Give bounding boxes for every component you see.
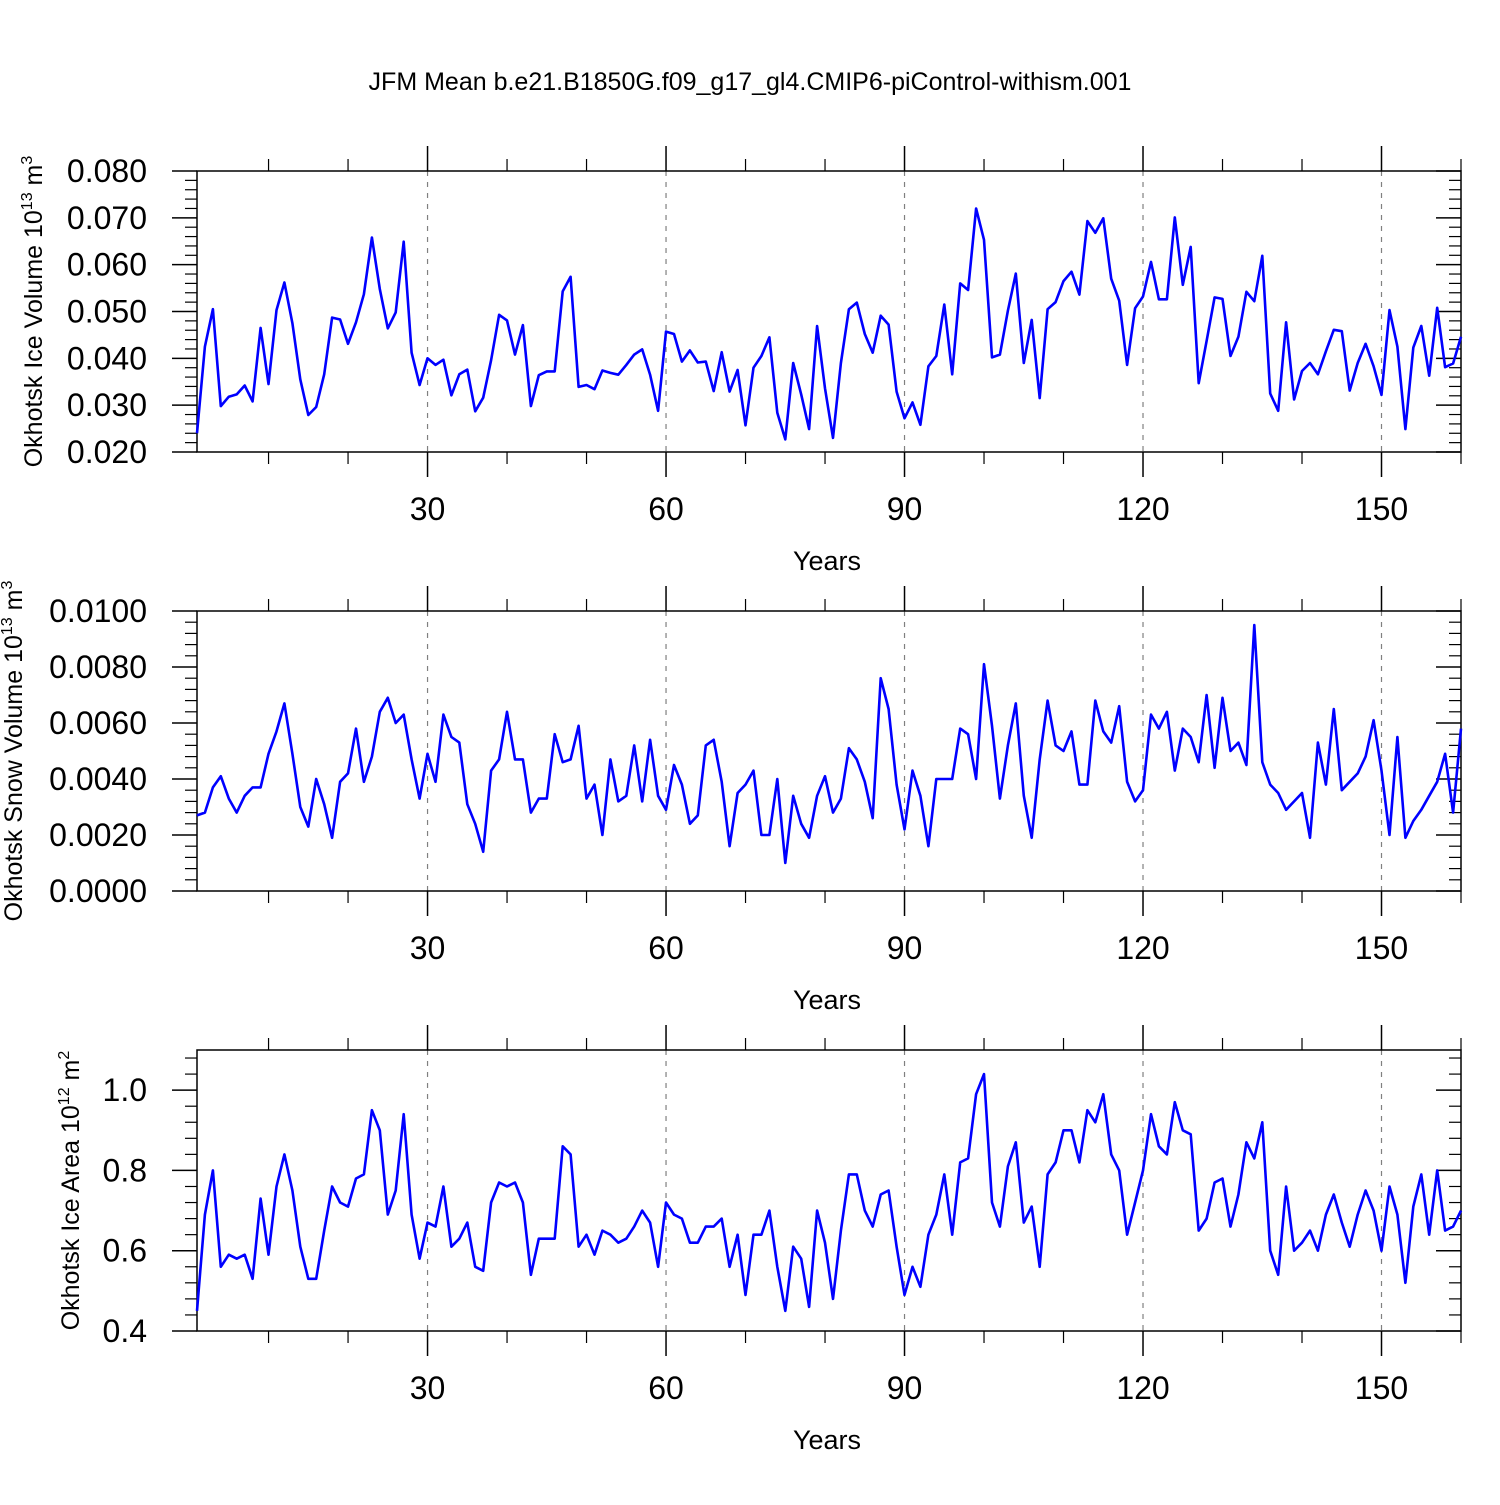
y-tick-label: 0.0080 <box>49 649 147 685</box>
panel-3: 30 60 90 120 150 Years 0.4 0.6 0.8 1.0 Okhotsk Ice… <box>56 1025 1463 1455</box>
y-tick-label: 0.0100 <box>49 593 147 629</box>
x-axis-label: Years <box>793 985 861 1015</box>
panel-2: 30 60 90 120 150 Years 0.0000 0.0020 0.0040 0.006… <box>0 581 1463 1015</box>
x-tick-label: 150 <box>1355 1370 1408 1406</box>
y-axis-label: Okhotsk Ice Volume 1013 m3 <box>19 156 48 468</box>
y-tick-label: 0.050 <box>67 294 147 330</box>
y-tick-label: 0.0040 <box>49 761 147 797</box>
x-tick-label: 60 <box>648 1370 684 1406</box>
y-tick-label: 0.0000 <box>49 873 147 909</box>
x-tick-label: 30 <box>410 1370 446 1406</box>
x-tick-label: 60 <box>648 491 684 527</box>
y-tick-label: 0.0060 <box>49 705 147 741</box>
y-tick-label: 0.080 <box>67 153 147 189</box>
series-line <box>195 207 1463 441</box>
x-tick-label: 90 <box>887 930 923 966</box>
y-tick-label: 0.040 <box>67 340 147 376</box>
x-tick-label: 30 <box>410 491 446 527</box>
y-tick-label: 0.0020 <box>49 817 147 853</box>
y-tick-label: 1.0 <box>103 1072 147 1108</box>
x-tick-label: 90 <box>887 1370 923 1406</box>
series-line <box>196 623 1463 865</box>
x-tick-label: 150 <box>1355 930 1408 966</box>
y-tick-label: 0.6 <box>103 1233 147 1269</box>
y-tick-label: 0.020 <box>67 434 147 470</box>
x-tick-label: 120 <box>1116 1370 1169 1406</box>
x-axis-label: Years <box>793 1425 861 1455</box>
x-tick-label: 90 <box>887 491 923 527</box>
series-line <box>195 1072 1463 1313</box>
figure-title: JFM Mean b.e21.B1850G.f09_g17_gl4.CMIP6-… <box>368 68 1132 96</box>
x-tick-label: 30 <box>410 930 446 966</box>
y-axis-label: Okhotsk Snow Volume 1013 m3 <box>0 581 28 922</box>
x-tick-label: 120 <box>1116 491 1169 527</box>
x-tick-label: 150 <box>1355 491 1408 527</box>
y-tick-label: 0.8 <box>103 1152 147 1188</box>
x-tick-label: 60 <box>648 930 684 966</box>
plot-frame <box>196 1049 1462 1332</box>
y-tick-label: 0.030 <box>67 387 147 423</box>
y-tick-label: 0.060 <box>67 247 147 283</box>
panel-1: 30 60 90 120 150 Years 0.020 0.030 0.040 0.050 0.0… <box>19 146 1463 576</box>
x-axis-label: Years <box>793 546 861 576</box>
x-tick-label: 120 <box>1116 930 1169 966</box>
y-axis-label: Okhotsk Ice Area 1012 m2 <box>56 1051 85 1331</box>
plot-frame <box>196 610 1462 892</box>
y-tick-label: 0.4 <box>103 1313 147 1349</box>
y-tick-label: 0.070 <box>67 200 147 236</box>
